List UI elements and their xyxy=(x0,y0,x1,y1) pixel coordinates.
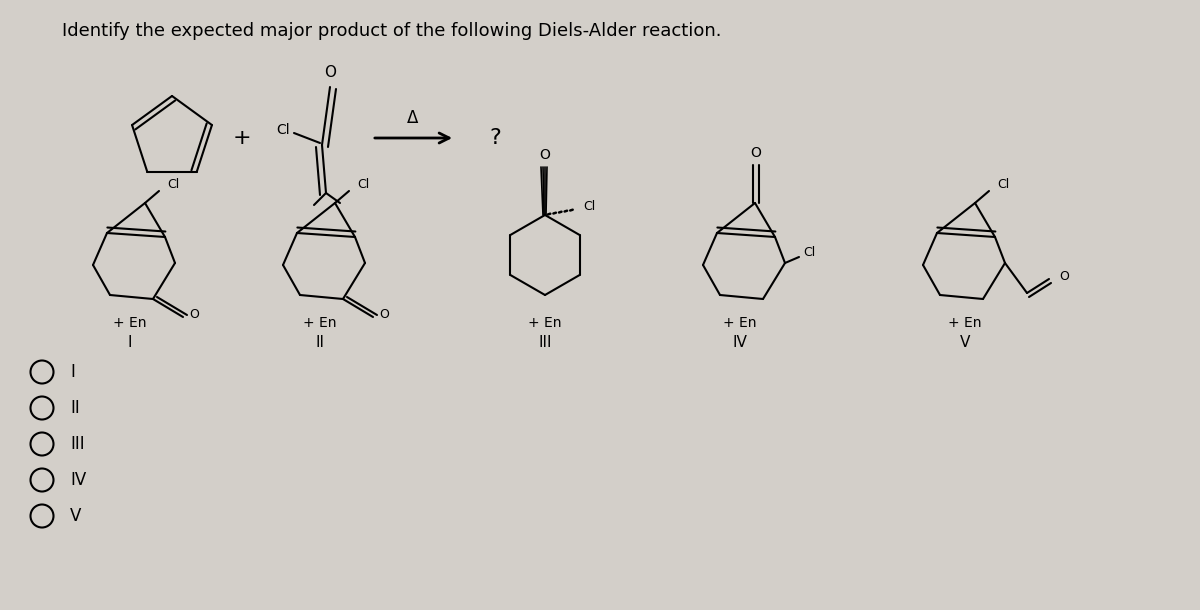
Text: I: I xyxy=(70,363,74,381)
Text: + En: + En xyxy=(113,316,146,330)
Text: IV: IV xyxy=(70,471,86,489)
Text: + En: + En xyxy=(304,316,337,330)
Text: Δ: Δ xyxy=(407,109,419,127)
Text: V: V xyxy=(70,507,82,525)
Text: +: + xyxy=(233,128,251,148)
Text: II: II xyxy=(70,399,79,417)
Text: II: II xyxy=(316,336,324,351)
Text: I: I xyxy=(127,336,132,351)
Text: + En: + En xyxy=(528,316,562,330)
Text: O: O xyxy=(379,309,389,321)
Text: IV: IV xyxy=(732,336,748,351)
Text: ?: ? xyxy=(490,128,500,148)
Text: Cl: Cl xyxy=(167,179,179,192)
Text: Cl: Cl xyxy=(583,199,595,212)
Text: O: O xyxy=(1060,270,1069,284)
Text: III: III xyxy=(539,336,552,351)
Text: V: V xyxy=(960,336,970,351)
Text: Cl: Cl xyxy=(276,123,290,137)
Text: Cl: Cl xyxy=(997,179,1009,192)
Text: O: O xyxy=(750,146,762,160)
Text: + En: + En xyxy=(948,316,982,330)
Text: Identify the expected major product of the following Diels-Alder reaction.: Identify the expected major product of t… xyxy=(62,22,721,40)
Text: Cl: Cl xyxy=(358,179,370,192)
Text: III: III xyxy=(70,435,85,453)
Text: + En: + En xyxy=(724,316,757,330)
Text: Cl: Cl xyxy=(803,246,815,259)
Text: O: O xyxy=(324,65,336,81)
Text: O: O xyxy=(540,148,551,162)
Text: O: O xyxy=(190,309,199,321)
